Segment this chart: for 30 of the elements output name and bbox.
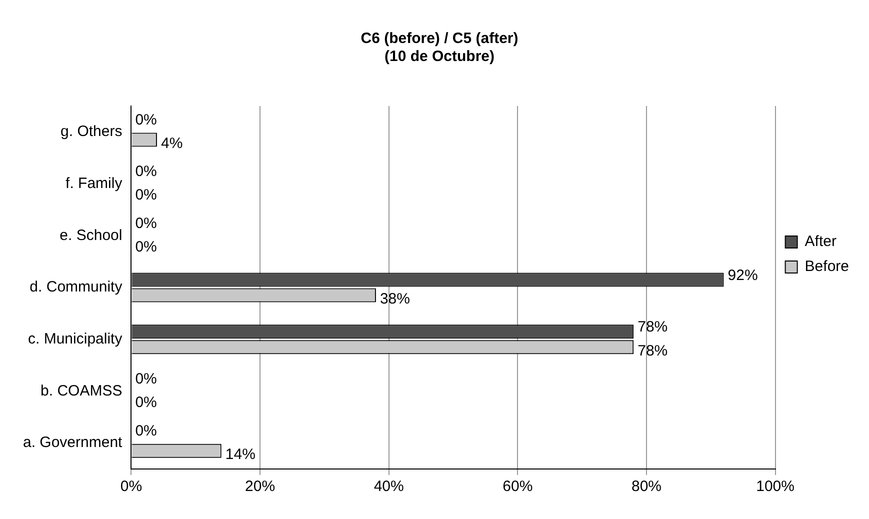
x-tick-label: 100% [756,478,794,496]
data-label: 78% [638,318,668,336]
data-label: 0% [135,186,157,204]
data-label: 0% [135,238,157,256]
data-label: 14% [225,446,256,463]
y-tick-label: g. Others [60,123,122,140]
y-tick-label: b. COAMSS [40,382,122,400]
data-label: 0% [135,370,157,388]
data-label: 0% [135,163,157,180]
data-label: 0% [135,394,157,412]
x-tick-label: 20% [245,478,276,496]
y-tick-label: e. School [60,226,122,244]
data-label: 0% [135,111,157,128]
x-tick-label: 40% [374,478,404,496]
data-label: 4% [160,134,183,152]
data-label: 38% [380,290,410,308]
y-tick-label: d. Community [30,278,123,296]
y-tick-label: c. Municipality [28,330,123,348]
legend-label: Before [804,258,850,276]
data-label: 92% [728,266,758,284]
chart-title: C6 (before) / C5 (after) (10 de Octubre) [360,30,518,66]
y-tick-label: a. Government [22,434,124,452]
data-label: 78% [638,342,668,360]
legend-label: After [804,233,836,250]
x-tick-label: 80% [631,478,662,496]
data-label: 0% [135,215,157,232]
y-tick-label: f. Family [66,174,123,192]
x-tick-label: 60% [502,478,533,496]
data-label: 0% [135,422,157,440]
x-tick-label: 0% [120,478,142,496]
